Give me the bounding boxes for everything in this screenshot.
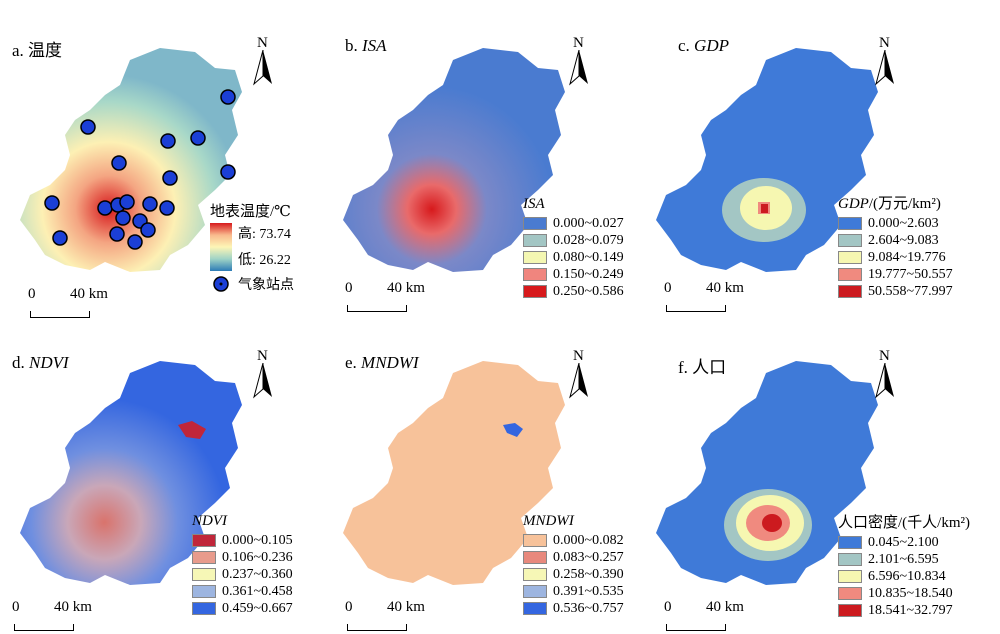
north-arrow: N: [250, 348, 280, 399]
legend-swatch: [838, 553, 862, 566]
station-icon: [213, 275, 229, 292]
map-ndvi: [20, 361, 242, 585]
scale-bar: 0 40 km: [12, 599, 102, 634]
legend-swatch: [523, 217, 547, 230]
weather-stations: [44, 89, 236, 250]
legend-swatch: [838, 570, 862, 583]
legend-swatch: [523, 534, 547, 547]
legend-swatch: [838, 234, 862, 247]
legend-swatch: [523, 551, 547, 564]
north-arrow: N: [566, 35, 596, 86]
panel-title: b. ISA: [345, 36, 387, 55]
north-arrow: N: [250, 35, 280, 86]
north-arrow: N: [872, 348, 902, 399]
legend-swatch: [838, 217, 862, 230]
map-gdp: [656, 48, 878, 272]
legend-swatch: [523, 585, 547, 598]
legend-swatch: [523, 602, 547, 615]
legend-swatch: [838, 268, 862, 281]
panel-title: a. 温度: [12, 41, 63, 60]
legend-swatch: [192, 585, 216, 598]
legend-ndvi: NDVI 0.000~0.105 0.106~0.236 0.237~0.360…: [192, 513, 293, 616]
station-marker: [97, 200, 113, 216]
legend-swatch: [192, 551, 216, 564]
panel-title: c. GDP: [678, 36, 729, 55]
scale-bar: 0 40 km: [28, 286, 118, 326]
legend-swatch: [192, 602, 216, 615]
station-marker: [142, 196, 158, 212]
legend-swatch: [523, 234, 547, 247]
map-isa: [343, 48, 565, 272]
legend-swatch: [838, 285, 862, 298]
legend-swatch: [838, 587, 862, 600]
scale-bar: 0 40 km: [345, 599, 435, 634]
legend-swatch: [523, 568, 547, 581]
panel-f-population: f. 人口 N 0 40 km 人口密度/(千人/km²) 0.045~2.100…: [656, 317, 999, 634]
station-marker: [119, 194, 135, 210]
legend-temperature: 地表温度/℃ 高: 73.74 低: 26.22 气象站点: [210, 204, 294, 293]
station-marker: [127, 234, 143, 250]
legend-swatch: [523, 268, 547, 281]
legend-mndwi: MNDWI 0.000~0.082 0.083~0.257 0.258~0.39…: [523, 513, 624, 616]
panel-d-ndvi: d. NDVI N 0 40 km NDVI 0.000~0.105 0.106~…: [0, 317, 333, 634]
legend-swatch: [192, 534, 216, 547]
station-marker: [160, 133, 176, 149]
panel-title: d. NDVI: [12, 353, 69, 372]
panel-a-temperature: a. 温度: [0, 0, 333, 318]
legend-isa: ISA 0.000~0.027 0.028~0.079 0.080~0.149 …: [523, 196, 624, 299]
station-marker: [140, 222, 156, 238]
station-marker: [162, 170, 178, 186]
panel-b-isa: b. ISA N 0 40 km ISA 0.000~0.027 0.028~0.…: [333, 0, 666, 317]
scale-bar: 0 40 km: [664, 280, 754, 320]
legend-swatch: [523, 251, 547, 264]
panel-c-gdp: c. GDP N 0 40 km GDP/(万元/km²) 0.000~2.603…: [656, 0, 999, 320]
station-marker: [220, 89, 236, 105]
legend-swatch: [523, 285, 547, 298]
panel-title: f. 人口: [678, 358, 727, 377]
station-marker: [109, 226, 125, 242]
map-temperature: [20, 48, 242, 272]
scale-bar: 0 40 km: [664, 599, 754, 634]
station-marker: [190, 130, 206, 146]
station-marker: [115, 210, 131, 226]
station-marker: [80, 119, 96, 135]
legend-population: 人口密度/(千人/km²) 0.045~2.100 2.101~6.595 6.…: [838, 515, 970, 618]
station-marker: [220, 164, 236, 180]
panel-e-mndwi: e. MNDWI N 0 40 km MNDWI 0.000~0.082 0.08…: [333, 317, 666, 634]
legend-swatch: [192, 568, 216, 581]
legend-gdp: GDP/(万元/km²) 0.000~2.603 2.604~9.083 9.0…: [838, 196, 953, 299]
north-arrow: N: [872, 35, 902, 86]
legend-swatch: [838, 251, 862, 264]
legend-swatch: [838, 536, 862, 549]
map-population: [656, 361, 878, 585]
station-marker: [111, 155, 127, 171]
legend-swatch: [838, 604, 862, 617]
temperature-color-ramp: [210, 223, 232, 271]
scale-bar: 0 40 km: [345, 280, 435, 320]
station-marker: [52, 230, 68, 246]
panel-title: e. MNDWI: [345, 353, 419, 372]
map-mndwi: [343, 361, 565, 585]
north-arrow: N: [566, 348, 596, 399]
station-marker: [159, 200, 175, 216]
station-marker: [44, 195, 60, 211]
